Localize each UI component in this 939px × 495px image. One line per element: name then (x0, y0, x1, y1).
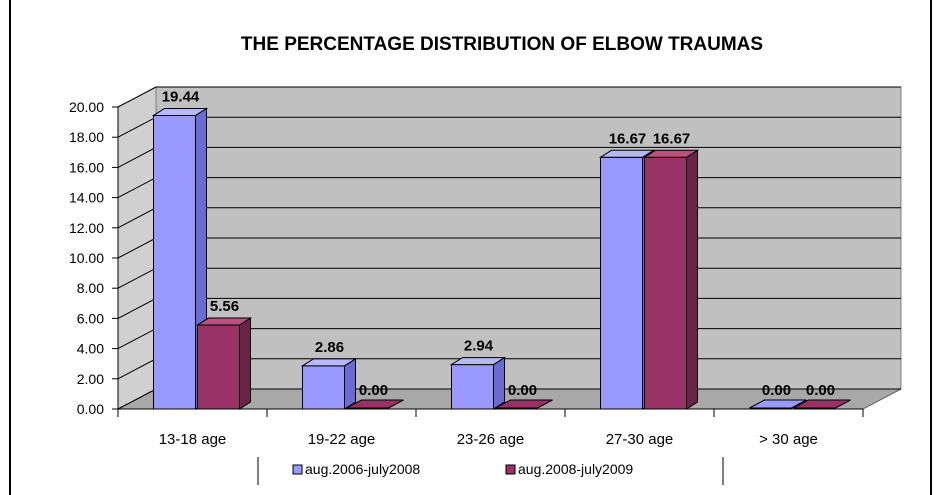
y-tick-label: 14.00 (69, 190, 104, 206)
bar-side-face (344, 357, 356, 410)
x-axis-tick-labels: 13-18 age 19-22 age 23-26 age 27-30 age > 30… (159, 431, 818, 448)
gridline (117, 86, 901, 108)
data-label: 5.56 (210, 298, 239, 315)
x-tick-label: 13-18 age (159, 431, 227, 448)
bar-2 (195, 317, 253, 410)
y-tick-label: 2.00 (77, 371, 104, 387)
bar-side-face (493, 356, 505, 410)
bar-series (151, 107, 851, 410)
legend-swatch (505, 464, 516, 475)
x-tick-label: > 30 age (759, 431, 818, 448)
x-tick-label: 27-30 age (606, 431, 674, 448)
bar-front-face (451, 364, 494, 410)
bar-front-face (153, 114, 196, 410)
data-label: 0.00 (806, 382, 835, 399)
y-tick-label: 8.00 (77, 280, 104, 296)
data-label: 19.44 (162, 88, 200, 105)
bar-flat-face (793, 399, 851, 409)
data-label: 2.94 (464, 338, 494, 355)
y-axis-tick-labels: 0.00 2.00 4.00 6.00 8.00 10.00 12.00 14.00 16.00… (69, 99, 104, 417)
legend: aug.2006-july2008 aug.2008-july2009 (257, 457, 724, 485)
legend-label: aug.2008-july2009 (518, 461, 633, 477)
bar-2 (642, 149, 700, 410)
bar-front-face (302, 365, 345, 410)
bar-top-face (598, 149, 656, 158)
data-label: 0.00 (359, 382, 388, 399)
chart-title: THE PERCENTAGE DISTRIBUTION OF ELBOW TRA… (241, 34, 763, 55)
y-tick-label: 6.00 (77, 310, 104, 326)
y-tick-label: 12.00 (69, 220, 104, 236)
x-tick-label: 23-26 age (457, 431, 525, 448)
bar-flat-face (346, 399, 404, 409)
y-tick-label: 20.00 (69, 99, 104, 115)
bar-side-face (686, 149, 698, 410)
bar-side-face (239, 317, 251, 410)
data-label: 0.00 (508, 382, 537, 399)
y-tick-label: 10.00 (69, 250, 104, 266)
bar-flat-face (495, 399, 553, 409)
legend-swatch (292, 464, 303, 475)
bar-front-face (197, 324, 240, 410)
data-labels: 19.44 5.56 2.86 0.00 2.94 0.00 16.67 16.67 0.00 0… (162, 88, 835, 399)
bar-top-face (300, 358, 358, 367)
bar-top-face (642, 149, 700, 158)
y-tick-label: 16.00 (69, 159, 104, 175)
bar-top-face (151, 107, 209, 116)
bar-front-face (644, 156, 687, 410)
y-tick-label: 0.00 (77, 401, 104, 417)
data-label: 0.00 (762, 382, 791, 399)
legend-label: aug.2006-july2008 (305, 461, 420, 477)
data-label: 2.86 (315, 339, 344, 356)
data-label: 16.67 (609, 130, 647, 147)
bar-1 (749, 399, 807, 409)
bar-1 (449, 356, 507, 410)
bar-front-face (600, 156, 643, 410)
x-tick-label: 19-22 age (308, 431, 376, 448)
bar-1 (300, 357, 358, 410)
y-tick-label: 18.00 (69, 129, 104, 145)
data-label: 16.67 (653, 130, 691, 147)
bar-2 (495, 399, 553, 409)
bar-2 (793, 399, 851, 409)
bar-top-face (195, 317, 253, 326)
bar-flat-face (749, 399, 807, 409)
y-tick-label: 4.00 (77, 341, 104, 357)
bar-top-face (449, 357, 507, 366)
bar-2 (346, 399, 404, 409)
